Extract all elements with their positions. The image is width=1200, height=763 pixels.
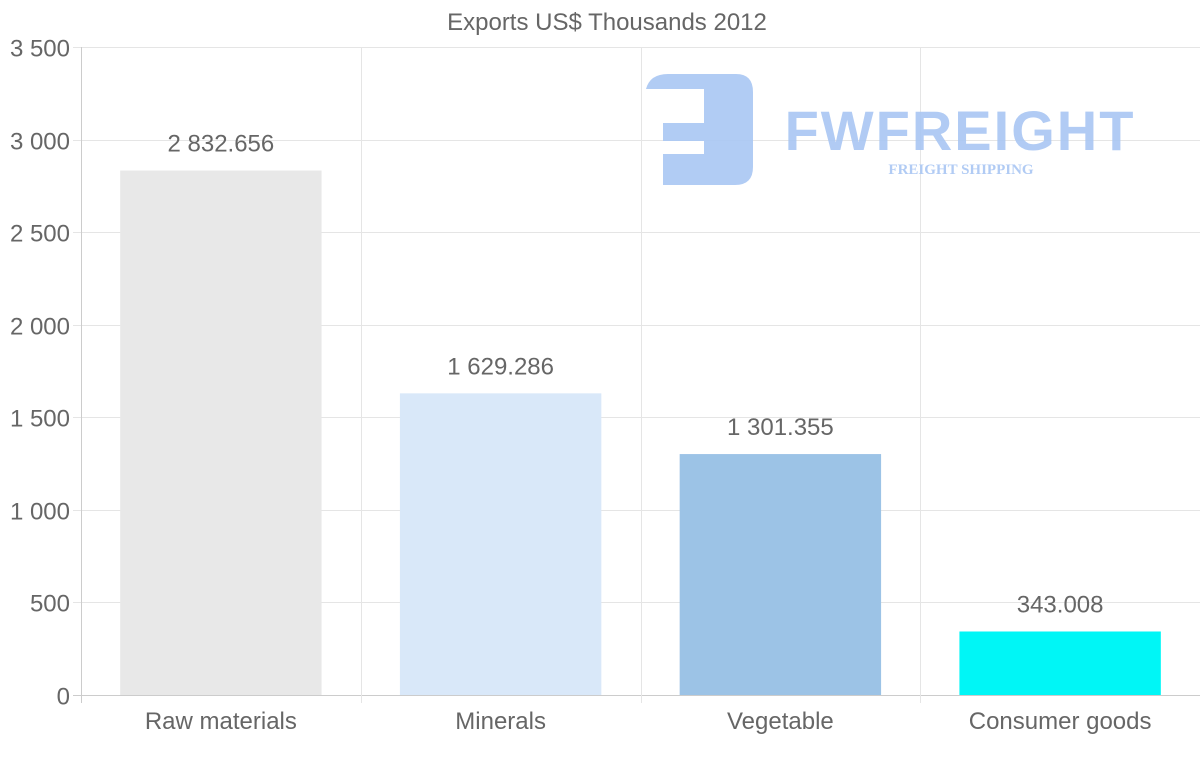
bar-vegetable[interactable] [679, 454, 882, 695]
value-label: 2 832.656 [167, 131, 274, 158]
x-axis-ticks: Raw materials Minerals Vegetable Consumer g… [145, 708, 1152, 735]
y-axis-ticks: 0 500 1 000 1 500 2 000 2 500 3 000 3 500 [10, 36, 70, 711]
bar-raw-materials[interactable] [120, 170, 322, 696]
y-tick-label: 500 [30, 591, 70, 618]
bar-consumer-goods[interactable] [959, 631, 1161, 695]
x-tick-label: Raw materials [145, 708, 297, 735]
watermark-brand: FWFREIGHT [785, 99, 1136, 162]
x-tick-label: Minerals [455, 708, 546, 735]
value-label: 343.008 [1017, 591, 1104, 618]
x-tick-label: Consumer goods [969, 708, 1152, 735]
x-tick-label: Vegetable [727, 708, 834, 735]
logo-mark-icon [646, 74, 753, 185]
value-label: 1 301.355 [727, 414, 834, 441]
y-tick-label: 0 [57, 684, 70, 711]
y-tick-label: 2 500 [10, 221, 70, 248]
bar-minerals[interactable] [399, 393, 602, 695]
bars [120, 170, 1161, 696]
chart-title: Exports US$ Thousands 2012 [447, 9, 767, 36]
y-tick-label: 3 000 [10, 129, 70, 156]
watermark-tagline: FREIGHT SHIPPING [888, 162, 1033, 178]
value-labels: 2 832.656 1 629.286 1 301.355 343.008 [167, 131, 1103, 619]
y-tick-label: 2 000 [10, 314, 70, 341]
y-tick-label: 1 500 [10, 406, 70, 433]
y-tick-label: 3 500 [10, 36, 70, 63]
y-tick-label: 1 000 [10, 499, 70, 526]
value-label: 1 629.286 [447, 353, 554, 380]
watermark-logo: FWFREIGHT FREIGHT SHIPPING [646, 74, 1136, 185]
